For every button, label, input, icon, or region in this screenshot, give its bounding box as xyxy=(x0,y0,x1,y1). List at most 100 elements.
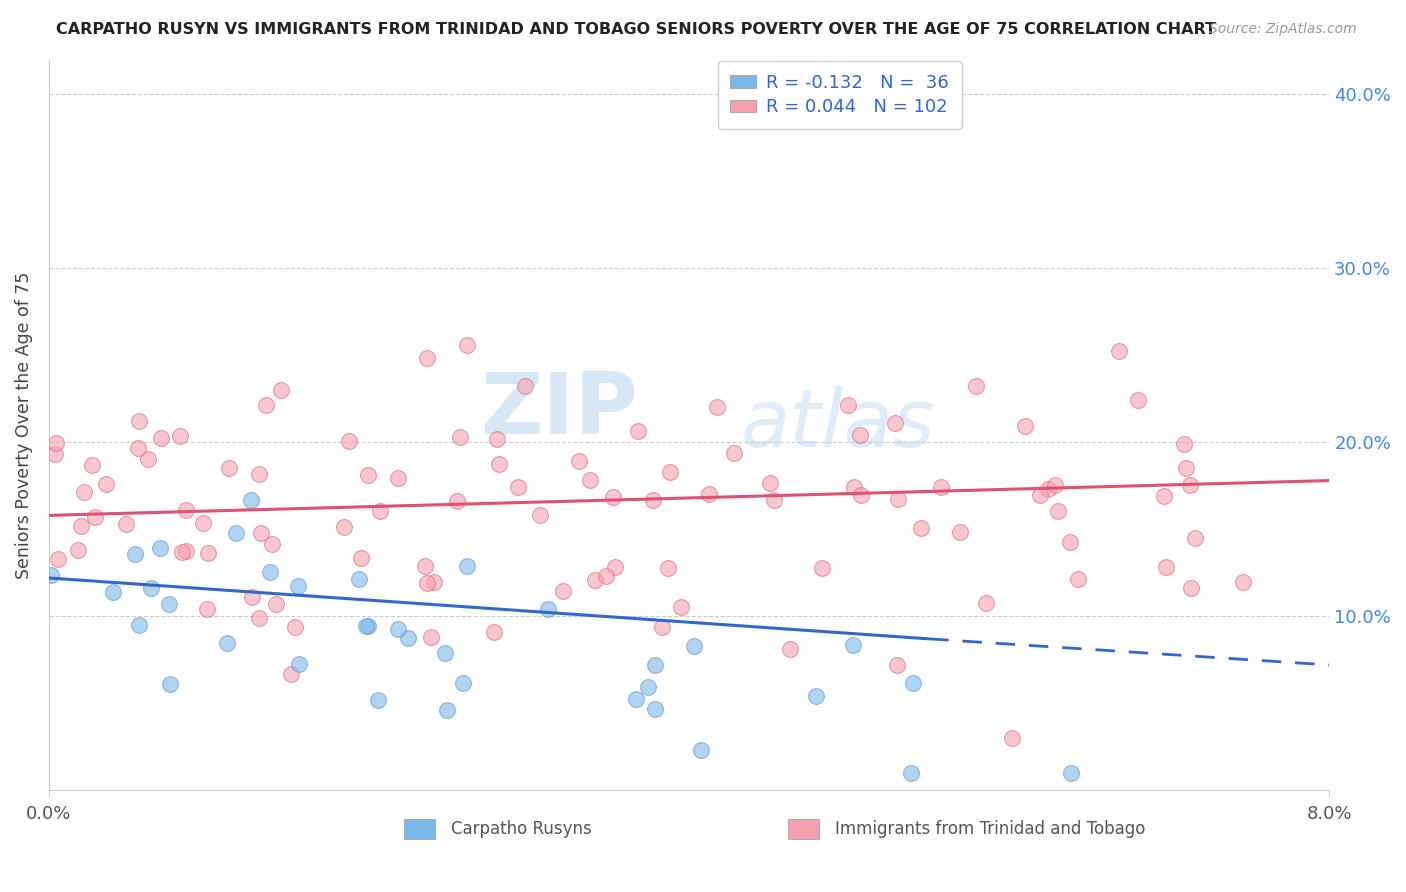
Point xyxy=(657,561,679,575)
Text: CARPATHO RUSYN VS IMMIGRANTS FROM TRINIDAD AND TOBAGO SENIORS POVERTY OVER THE A: CARPATHO RUSYN VS IMMIGRANTS FROM TRINID… xyxy=(56,22,1216,37)
Point xyxy=(225,525,247,540)
Point xyxy=(763,492,786,507)
Point xyxy=(215,636,238,650)
Point xyxy=(150,431,173,445)
Point xyxy=(239,492,262,507)
Point xyxy=(884,416,907,430)
Point xyxy=(149,541,172,556)
Point xyxy=(1014,418,1036,433)
Point xyxy=(1045,478,1067,492)
Point xyxy=(449,430,471,444)
Legend: R = -0.132   N =  36, R = 0.044   N = 102: R = -0.132 N = 36, R = 0.044 N = 102 xyxy=(717,62,962,129)
Point xyxy=(965,378,987,392)
Point xyxy=(280,667,302,681)
Text: ZIP: ZIP xyxy=(481,368,638,451)
Point xyxy=(515,379,537,393)
Point xyxy=(886,657,908,672)
Point xyxy=(128,618,150,632)
Point xyxy=(683,639,706,653)
Point xyxy=(706,400,728,414)
Point xyxy=(488,458,510,472)
Point xyxy=(416,351,439,365)
Point xyxy=(689,743,711,757)
Point xyxy=(284,620,307,634)
Point xyxy=(136,452,159,467)
Point xyxy=(699,486,721,500)
Point xyxy=(1036,483,1059,497)
Point xyxy=(128,414,150,428)
Point xyxy=(73,484,96,499)
Point xyxy=(849,428,872,442)
Point xyxy=(1059,534,1081,549)
Point xyxy=(949,525,972,540)
Point xyxy=(349,572,371,586)
Point xyxy=(260,537,283,551)
Point xyxy=(1059,765,1081,780)
Point xyxy=(247,467,270,481)
Point xyxy=(456,559,478,574)
Point xyxy=(82,458,104,472)
Point xyxy=(537,602,560,616)
Point xyxy=(804,689,827,703)
Point xyxy=(453,676,475,690)
Point xyxy=(240,590,263,604)
Point xyxy=(1128,393,1150,408)
Point xyxy=(658,465,681,479)
Point xyxy=(270,384,292,398)
Point xyxy=(67,543,90,558)
Point xyxy=(842,480,865,494)
Point xyxy=(485,432,508,446)
Point xyxy=(84,509,107,524)
Point xyxy=(583,573,606,587)
Point xyxy=(101,585,124,599)
Point xyxy=(69,518,91,533)
Point xyxy=(350,551,373,566)
Text: Carpatho Rusyns: Carpatho Rusyns xyxy=(451,821,592,838)
Point xyxy=(433,646,456,660)
Point xyxy=(849,488,872,502)
Point xyxy=(529,508,551,522)
Point xyxy=(1180,581,1202,595)
Point xyxy=(127,441,149,455)
Point xyxy=(929,480,952,494)
Point xyxy=(671,600,693,615)
Point xyxy=(288,657,311,671)
Point xyxy=(1173,437,1195,451)
Point xyxy=(456,338,478,352)
Point xyxy=(1178,478,1201,492)
Point xyxy=(551,584,574,599)
Text: atlas: atlas xyxy=(741,386,935,464)
Point xyxy=(1067,572,1090,586)
FancyBboxPatch shape xyxy=(789,819,820,839)
Point xyxy=(44,447,66,461)
Point xyxy=(624,692,647,706)
Y-axis label: Seniors Poverty Over the Age of 75: Seniors Poverty Over the Age of 75 xyxy=(15,271,32,579)
Point xyxy=(605,560,627,574)
Point xyxy=(886,492,908,507)
Point xyxy=(637,680,659,694)
Point xyxy=(115,517,138,532)
Point xyxy=(396,632,419,646)
Point xyxy=(39,567,62,582)
Point xyxy=(45,436,67,450)
Point xyxy=(124,547,146,561)
Point xyxy=(900,765,922,780)
Point xyxy=(651,620,673,634)
Point xyxy=(811,561,834,575)
Text: Source: ZipAtlas.com: Source: ZipAtlas.com xyxy=(1209,22,1357,37)
Point xyxy=(842,638,865,652)
Point xyxy=(1108,344,1130,359)
Point xyxy=(96,476,118,491)
Point xyxy=(174,544,197,558)
Point xyxy=(579,474,602,488)
Point xyxy=(1000,731,1022,745)
Point xyxy=(218,461,240,475)
Point xyxy=(508,480,530,494)
Point xyxy=(254,398,277,412)
Point xyxy=(139,581,162,595)
Point xyxy=(195,601,218,615)
Point xyxy=(159,677,181,691)
Point xyxy=(1047,504,1070,518)
Point xyxy=(446,494,468,508)
Point xyxy=(339,434,361,449)
